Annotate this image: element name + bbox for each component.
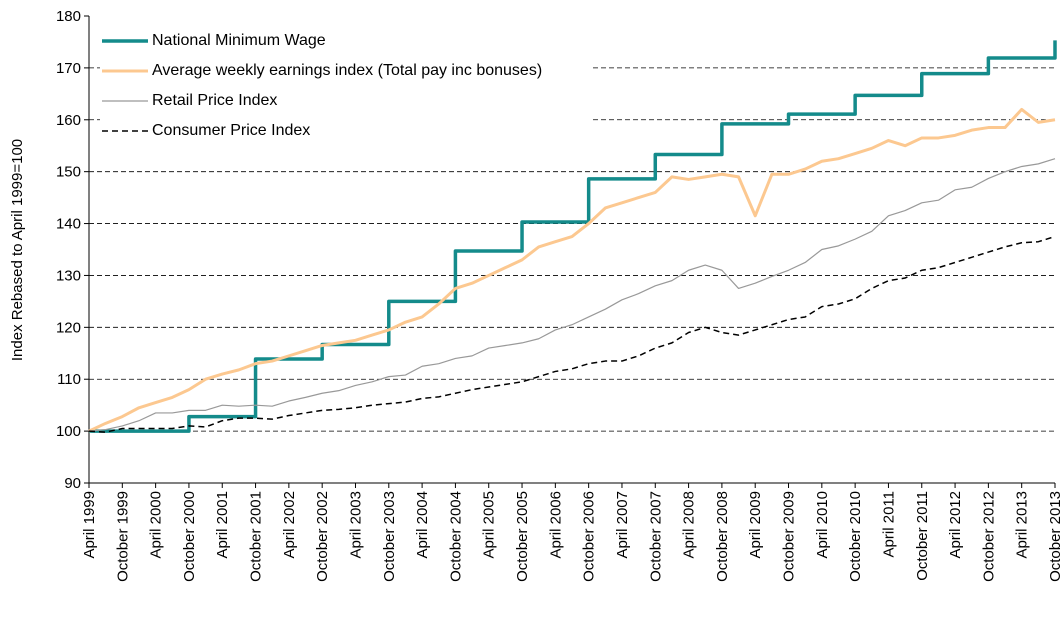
x-tick-label: April 2004: [414, 491, 431, 559]
x-tick-label: October 2008: [714, 491, 731, 582]
x-tick-label: April 2008: [681, 491, 698, 559]
y-tick-label: 180: [56, 8, 81, 25]
legend-label: National Minimum Wage: [152, 32, 326, 49]
y-tick-label: 170: [56, 60, 81, 77]
x-tick-label: October 2001: [248, 491, 265, 582]
x-tick-label: October 2002: [314, 491, 331, 582]
x-tick-label: October 2006: [581, 491, 598, 582]
x-tick-label: October 2005: [514, 491, 531, 582]
x-tick-label: April 2011: [880, 491, 897, 557]
y-tick-label: 160: [56, 112, 81, 129]
x-tick-label: October 2000: [181, 491, 198, 582]
x-tick-label: October 2011: [914, 491, 931, 581]
legend-item: Average weekly earnings index (Total pay…: [100, 62, 590, 80]
x-tick-label: October 2004: [447, 491, 464, 582]
x-tick-label: April 2000: [148, 491, 165, 559]
legend-swatch: [102, 100, 148, 102]
legend-label: Average weekly earnings index (Total pay…: [152, 62, 543, 79]
y-tick-label: 90: [64, 475, 81, 492]
legend-item: National Minimum Wage: [100, 32, 590, 50]
y-tick-label: 140: [56, 216, 81, 233]
x-tick-label: April 2009: [747, 491, 764, 559]
y-tick-label: 130: [56, 267, 81, 284]
y-axis-title: Index Rebased to April 1999=100: [9, 139, 26, 361]
x-tick-label: April 2012: [947, 491, 964, 559]
legend-item: Consumer Price Index: [100, 122, 590, 140]
x-tick-label: April 2013: [1014, 491, 1031, 559]
x-tick-label: April 2002: [281, 491, 298, 559]
series-line: [88, 235, 1056, 433]
x-tick-label: April 2010: [814, 491, 831, 559]
x-tick-label: April 2005: [481, 491, 498, 559]
y-tick-label: 110: [57, 371, 81, 388]
legend-label: Retail Price Index: [152, 92, 278, 109]
y-tick-label: 100: [56, 423, 81, 440]
legend-item: Retail Price Index: [100, 92, 590, 110]
series-line: [88, 158, 1056, 432]
legend-swatch: [102, 130, 148, 132]
x-tick-label: April 1999: [81, 491, 98, 559]
x-tick-label: April 2003: [347, 491, 364, 559]
x-tick-label: October 2010: [847, 491, 864, 582]
x-tick-label: October 2013: [1047, 491, 1064, 582]
x-tick-label: October 2009: [781, 491, 798, 582]
legend: National Minimum Wage Average weekly earn…: [100, 32, 590, 152]
x-tick-label: October 2003: [381, 491, 398, 582]
y-tick-label: 150: [56, 164, 81, 181]
x-tick-label: October 2007: [647, 491, 664, 582]
legend-swatch: [102, 69, 148, 73]
x-tick-label: October 2012: [980, 491, 997, 582]
legend-label: Consumer Price Index: [152, 122, 311, 139]
x-tick-label: April 2006: [547, 491, 564, 559]
x-tick-label: April 2007: [614, 491, 631, 559]
x-tick-label: April 2001: [214, 491, 231, 559]
y-tick-label: 120: [56, 319, 81, 336]
legend-swatch: [102, 39, 148, 43]
x-tick-label: October 1999: [114, 491, 131, 582]
series-line: [88, 107, 1056, 433]
